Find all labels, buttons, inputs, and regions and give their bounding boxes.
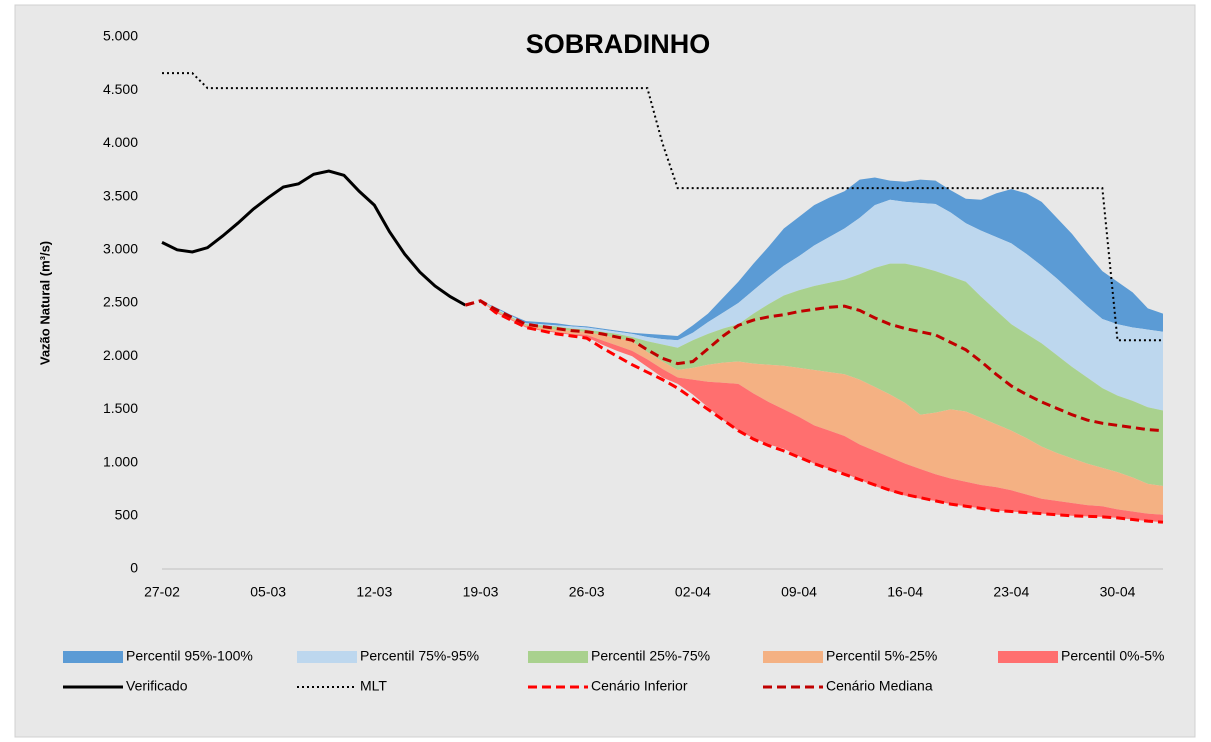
y-tick-label: 4.500 [103,81,138,97]
legend-label: Cenário Inferior [591,678,688,694]
legend-label: Percentil 75%-95% [360,648,479,664]
y-tick-label: 1.500 [103,400,138,416]
legend-label: Percentil 5%-25% [826,648,937,664]
x-tick-label: 23-04 [993,584,1029,600]
y-tick-label: 3.500 [103,187,138,203]
y-tick-label: 1.000 [103,453,138,469]
x-tick-label: 09-04 [781,584,817,600]
y-tick-label: 4.000 [103,134,138,150]
series-line [464,299,1164,433]
chart-title: SOBRADINHO [526,29,711,59]
x-tick-label: 30-04 [1100,584,1136,600]
x-tick-label: 02-04 [675,584,711,600]
legend-label: Percentil 0%-5% [1061,648,1165,664]
x-tick-label: 12-03 [356,584,392,600]
series-line [464,299,1164,524]
y-tick-label: 5.000 [103,28,138,44]
legend-swatch [763,651,823,663]
y-tick-label: 2.000 [103,347,138,363]
legend-label: Cenário Mediana [826,678,933,694]
legend-swatch [998,651,1058,663]
x-tick-label: 27-02 [144,584,180,600]
band-area [480,300,1163,515]
legend-swatch [297,651,357,663]
legend-swatch [63,651,123,663]
x-tick-label: 05-03 [250,584,286,600]
x-tick-label: 16-04 [887,584,923,600]
legend-swatch [528,651,588,663]
x-tick-label: 19-03 [463,584,499,600]
series-line [161,169,467,307]
legend-label: Verificado [126,678,188,694]
legend-label: Percentil 95%-100% [126,648,253,664]
x-tick-label: 26-03 [569,584,605,600]
y-axis-label: Vazão Natural (m³/s) [37,241,52,365]
band-area [480,263,1163,487]
y-tick-label: 3.000 [103,241,138,257]
legend-label: Percentil 25%-75% [591,648,710,664]
band-area [480,199,1163,411]
band-area [480,177,1163,341]
y-tick-label: 0 [130,560,138,576]
legend-label: MLT [360,678,387,694]
y-tick-label: 2.500 [103,294,138,310]
y-tick-label: 500 [115,507,139,523]
